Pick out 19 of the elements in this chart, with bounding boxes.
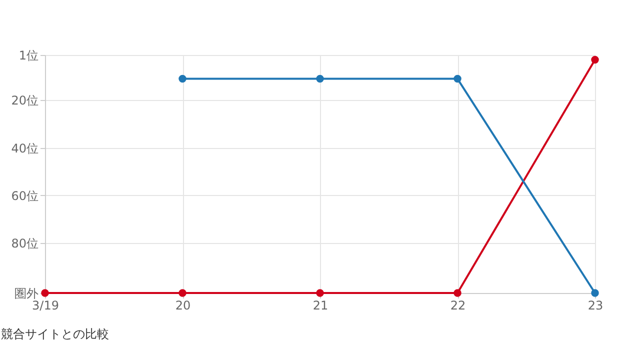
y-tick-label: 1位 bbox=[18, 48, 38, 62]
point bbox=[178, 289, 186, 297]
point bbox=[454, 289, 462, 297]
point bbox=[316, 289, 324, 297]
y-tick-label: 60位 bbox=[11, 188, 38, 203]
y-tick-label: 80位 bbox=[11, 236, 38, 251]
y-tick-label: 圏外 bbox=[14, 286, 38, 300]
text: 競合サイトとの比較 bbox=[1, 327, 109, 341]
x-tick-label: 23 bbox=[588, 298, 604, 312]
y-tick-label: 20位 bbox=[11, 94, 38, 108]
y-tick-label: 40位 bbox=[11, 141, 38, 156]
x-tick-label: 20 bbox=[175, 298, 191, 312]
point bbox=[316, 74, 324, 83]
x-tick-label: 21 bbox=[312, 298, 328, 312]
point bbox=[454, 74, 462, 83]
x-tick-label: 22 bbox=[450, 298, 466, 312]
point bbox=[178, 74, 186, 83]
point bbox=[591, 56, 599, 64]
x-tick-label: 3/19 bbox=[32, 298, 59, 312]
